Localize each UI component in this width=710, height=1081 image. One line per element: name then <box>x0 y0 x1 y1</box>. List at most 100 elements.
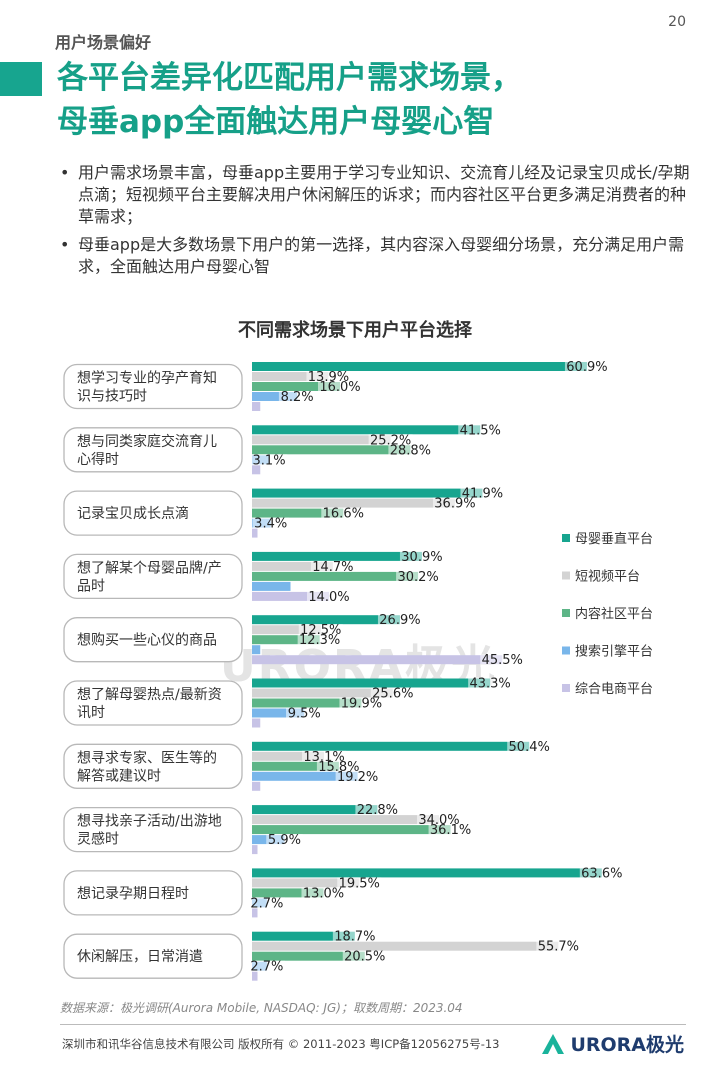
data-label-bg <box>339 697 384 711</box>
legend-label: 搜索引擎平台 <box>575 645 653 660</box>
bullet-list: 用户需求场景丰富，母垂app主要用于学习专业知识、交流育儿经及记录宝贝成长/孕期… <box>60 162 690 284</box>
category-label: 想寻找亲子活动/出游地 <box>77 814 222 830</box>
data-label-bg <box>252 517 289 531</box>
data-label-bg <box>428 824 473 838</box>
bar <box>252 591 329 601</box>
data-label-bg <box>377 614 422 628</box>
bar <box>252 761 339 771</box>
data-label: 28.8% <box>390 443 431 458</box>
bar <box>252 528 258 538</box>
data-label-bg <box>460 487 505 501</box>
bar <box>252 941 559 951</box>
data-label: 3.1% <box>253 453 286 468</box>
bar <box>252 698 362 708</box>
source-note: 数据来源：极光调研(Aurora Mobile, NASDAQ: JG)；取数周… <box>60 1001 463 1015</box>
bar <box>252 382 340 391</box>
data-label: 8.2% <box>281 390 314 405</box>
category-label: 灵感时 <box>77 831 119 848</box>
data-label: 13.0% <box>303 886 344 901</box>
bar <box>252 508 344 518</box>
bar <box>252 868 602 878</box>
bar <box>252 825 451 835</box>
data-label-bg <box>310 560 355 574</box>
bar <box>252 498 455 508</box>
category-label: 识与技巧时 <box>77 389 147 405</box>
data-label: 30.9% <box>401 550 442 565</box>
bar <box>252 372 329 381</box>
bar <box>252 561 333 571</box>
data-label: 45.5% <box>482 653 523 668</box>
category-box <box>63 427 243 473</box>
data-label: 26.9% <box>379 613 420 628</box>
bar <box>252 741 530 751</box>
data-label: 41.5% <box>460 423 501 438</box>
bar <box>252 888 324 898</box>
data-label-bg <box>250 454 288 468</box>
category-label: 讯时 <box>77 705 105 721</box>
data-label-bg <box>458 424 503 438</box>
data-label: 3.4% <box>254 517 287 532</box>
data-label: 36.9% <box>434 497 475 512</box>
legend-swatch <box>562 571 570 580</box>
category-box <box>63 490 243 536</box>
bar <box>252 635 320 645</box>
data-label: 30.2% <box>397 570 438 585</box>
data-label: 20.5% <box>344 950 385 965</box>
data-label-bg <box>335 770 380 784</box>
data-label: 16.6% <box>323 507 364 522</box>
legend-swatch <box>562 684 570 692</box>
data-label-bg <box>337 877 382 891</box>
data-label-bg <box>507 740 552 754</box>
bar <box>252 931 355 941</box>
category-label: 想购买一些心仪的商品 <box>77 633 217 649</box>
bar <box>252 645 261 655</box>
data-label-bg <box>306 371 351 384</box>
data-label-bg <box>316 760 361 774</box>
category-label: 品时 <box>77 578 105 594</box>
bar <box>252 815 439 825</box>
data-label: 12.3% <box>299 633 340 648</box>
data-label: 18.7% <box>334 930 375 945</box>
data-label: 60.9% <box>566 360 607 375</box>
data-label-bg <box>297 634 342 648</box>
legend-label: 内容社区平台 <box>575 606 653 622</box>
bar <box>252 678 491 688</box>
data-label: 55.7% <box>538 940 579 955</box>
data-label-bg <box>432 497 477 511</box>
category-box <box>63 806 243 853</box>
data-label: 19.9% <box>341 697 382 712</box>
category-box <box>63 617 243 663</box>
bar <box>252 688 393 698</box>
category-label: 想了解某个母婴品牌/产 <box>77 559 222 576</box>
title-line-1: 各平台差异化匹配用户需求场景， <box>57 60 522 96</box>
category-box <box>63 553 243 600</box>
data-label-bg <box>396 570 441 584</box>
data-label-bg <box>266 834 303 848</box>
data-label-bg <box>286 707 323 721</box>
chart-title: 不同需求场景下用户平台选择 <box>238 320 472 341</box>
legend-label: 短视频平台 <box>575 570 640 585</box>
bar <box>252 718 261 728</box>
data-label-bg <box>355 804 400 818</box>
bullet-item: 母垂app是大多数场景下用户的第一选择，其内容深入母婴细分场景，充分满足用户需求… <box>60 234 690 278</box>
legend-label: 母婴垂直平台 <box>575 532 653 547</box>
bar <box>252 571 419 581</box>
data-label-bg <box>368 434 413 448</box>
bar <box>252 878 360 888</box>
category-box <box>63 363 243 410</box>
data-label: 16.0% <box>319 380 360 395</box>
data-label: 5.9% <box>268 833 301 848</box>
data-label-bg <box>370 687 415 701</box>
bar <box>252 488 483 498</box>
category-label: 解答或建议时 <box>77 767 161 784</box>
bar <box>252 951 365 961</box>
bar <box>252 402 261 411</box>
data-label: 63.6% <box>581 866 622 881</box>
bar <box>252 445 411 455</box>
category-box <box>63 743 243 789</box>
data-label-bg <box>342 950 387 964</box>
data-label-bg <box>301 887 346 901</box>
category-label: 想与同类家庭交流育儿 <box>77 433 217 450</box>
category-label: 想记录孕期日程时 <box>77 886 189 902</box>
section-label: 用户场景偏好 <box>55 33 152 52</box>
